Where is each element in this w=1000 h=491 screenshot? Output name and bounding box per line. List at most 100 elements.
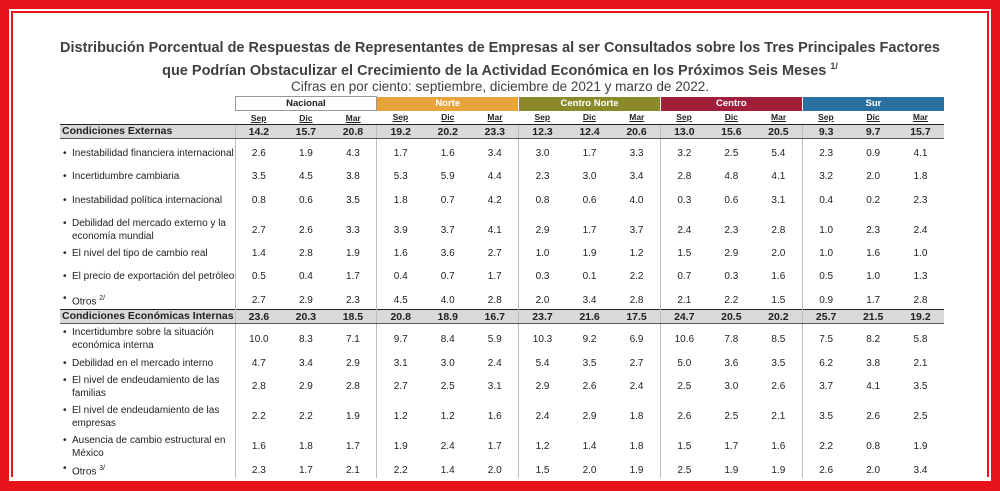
row-label: Incertidumbre cambiaria [60, 168, 235, 186]
data-row: El nivel del tipo de cambio real 1.4 2.8 1.… [60, 245, 944, 262]
cell: 1.0 [801, 245, 850, 262]
cell: 1.2 [629, 248, 644, 259]
cell: 1.4 [582, 441, 597, 452]
row-label: El precio de exportación del petróleo [60, 262, 235, 292]
cell: 3.4 [913, 465, 928, 476]
cell: 2.8 [629, 294, 644, 306]
cell: 14.2 [234, 124, 283, 139]
cell: 3.4 [298, 357, 313, 369]
cell: 0.3 [659, 185, 708, 215]
cell: 2.9 [518, 371, 566, 402]
cell: 1.6 [440, 147, 455, 159]
row-label-text: Debilidad del mercado externo y la econo… [72, 218, 226, 242]
cell: 0.7 [440, 194, 455, 206]
row-label: Otros 2/ [60, 292, 235, 310]
cell: 5.4 [518, 354, 566, 372]
row-label-text: Ausencia de cambio estructural en México [72, 434, 226, 459]
cell: 1.0 [518, 245, 566, 262]
content: Cuadro 3 Distribución Porcentual de Resp… [12, 0, 988, 478]
cell: 1.6 [376, 245, 425, 262]
cell: 10.6 [659, 323, 708, 355]
cell: 1.8 [913, 171, 928, 182]
period-header: Sep [676, 112, 692, 123]
cell: 2.2 [801, 431, 850, 462]
cell: 2.8 [913, 294, 928, 306]
cell: 0.4 [298, 271, 313, 282]
cell: 1.9 [298, 147, 313, 159]
cell: 2.5 [724, 147, 739, 159]
cell: 15.7 [896, 124, 945, 139]
cell: 3.7 [629, 224, 644, 236]
row-label-text: Otros [72, 466, 97, 478]
title: Distribución Porcentual de Respuestas de… [52, 39, 948, 80]
cell: 2.6 [298, 224, 313, 236]
cell: 15.6 [707, 124, 755, 139]
cell: 7.8 [724, 333, 739, 345]
data-row: Inestabilidad financiera internacional 2.… [60, 138, 944, 168]
title-text: Distribución Porcentual de Respuestas de… [60, 40, 940, 79]
cell: 0.9 [801, 291, 850, 310]
cell: 0.4 [801, 185, 850, 215]
period-header: Dic [441, 112, 455, 123]
cell: 25.7 [801, 309, 850, 324]
cell: 4.3 [345, 147, 360, 159]
cell: 1.6 [866, 248, 881, 259]
cell: 1.9 [724, 465, 739, 476]
section-row: Condiciones Económicas Internas 23.6 20.3 1… [60, 309, 945, 324]
data-row: Debilidad del mercado externo y la econo… [60, 214, 944, 246]
row-label-text: Inestabilidad política internacional [72, 194, 223, 206]
cell: 2.1 [659, 291, 708, 310]
cell: 3.6 [724, 357, 739, 369]
region-header: Centro [659, 96, 803, 111]
data-row: Otros 3/2.3 1.7 2.1 2.2 1.4 2.0 1.5 2.0 1.9 2.5 1.… [60, 461, 944, 478]
cell: 2.0 [487, 465, 502, 476]
region-header: Norte [376, 96, 519, 111]
row-label: Incertidumbre sobre la situación económi… [60, 324, 235, 355]
cell: 5.9 [487, 333, 502, 345]
title-note: 1/ [830, 61, 838, 71]
subtitle: Cifras en por ciento: septiembre, diciem… [291, 79, 709, 94]
cell: 20.2 [754, 309, 803, 324]
cell: 3.3 [345, 224, 360, 236]
cell: 2.9 [298, 381, 313, 392]
cell: 9.7 [376, 323, 425, 355]
cell: 1.7 [582, 224, 597, 236]
cell: 0.9 [866, 147, 881, 159]
cell: 2.9 [298, 294, 313, 306]
cell: 1.4 [234, 245, 283, 262]
cell: 7.1 [345, 333, 360, 345]
row-label-text: Condiciones Económicas Internas [62, 310, 234, 322]
cell: 2.1 [345, 465, 360, 476]
cell: 2.5 [724, 411, 739, 422]
row-label-text: Incertidumbre sobre la situación económi… [72, 327, 214, 352]
cell: 2.3 [345, 294, 360, 306]
cell: 23.3 [471, 124, 519, 139]
cell: 2.8 [771, 224, 786, 236]
cell: 15.7 [282, 124, 330, 139]
cell: 1.7 [345, 271, 360, 282]
cell: 2.6 [866, 411, 881, 422]
cell: 3.0 [724, 381, 739, 392]
data-row: El nivel de endeudamiento de las empresa… [60, 401, 944, 432]
cell: 4.0 [440, 294, 455, 306]
cell: 9.3 [801, 124, 850, 139]
cell: 2.4 [440, 441, 455, 452]
cell: 2.6 [582, 381, 597, 392]
cell: 17.5 [613, 309, 661, 324]
cell: 3.7 [440, 224, 455, 236]
cell: 1.7 [582, 147, 597, 159]
cell: 2.5 [659, 371, 708, 402]
cell: 8.2 [866, 333, 881, 345]
cell: 3.5 [913, 381, 928, 392]
region-header: Sur [801, 96, 945, 111]
cell: 2.6 [659, 401, 708, 432]
cell: 2.9 [345, 357, 360, 369]
cell: 18.5 [329, 309, 377, 324]
cell: 20.5 [707, 309, 755, 324]
data-row: El nivel de endeudamiento de las familia… [60, 371, 944, 402]
row-label-text: Inestabilidad financiera internacional [72, 147, 234, 159]
cell: 0.8 [866, 441, 881, 452]
cell: 1.2 [518, 431, 566, 462]
cell: 24.7 [659, 309, 708, 324]
